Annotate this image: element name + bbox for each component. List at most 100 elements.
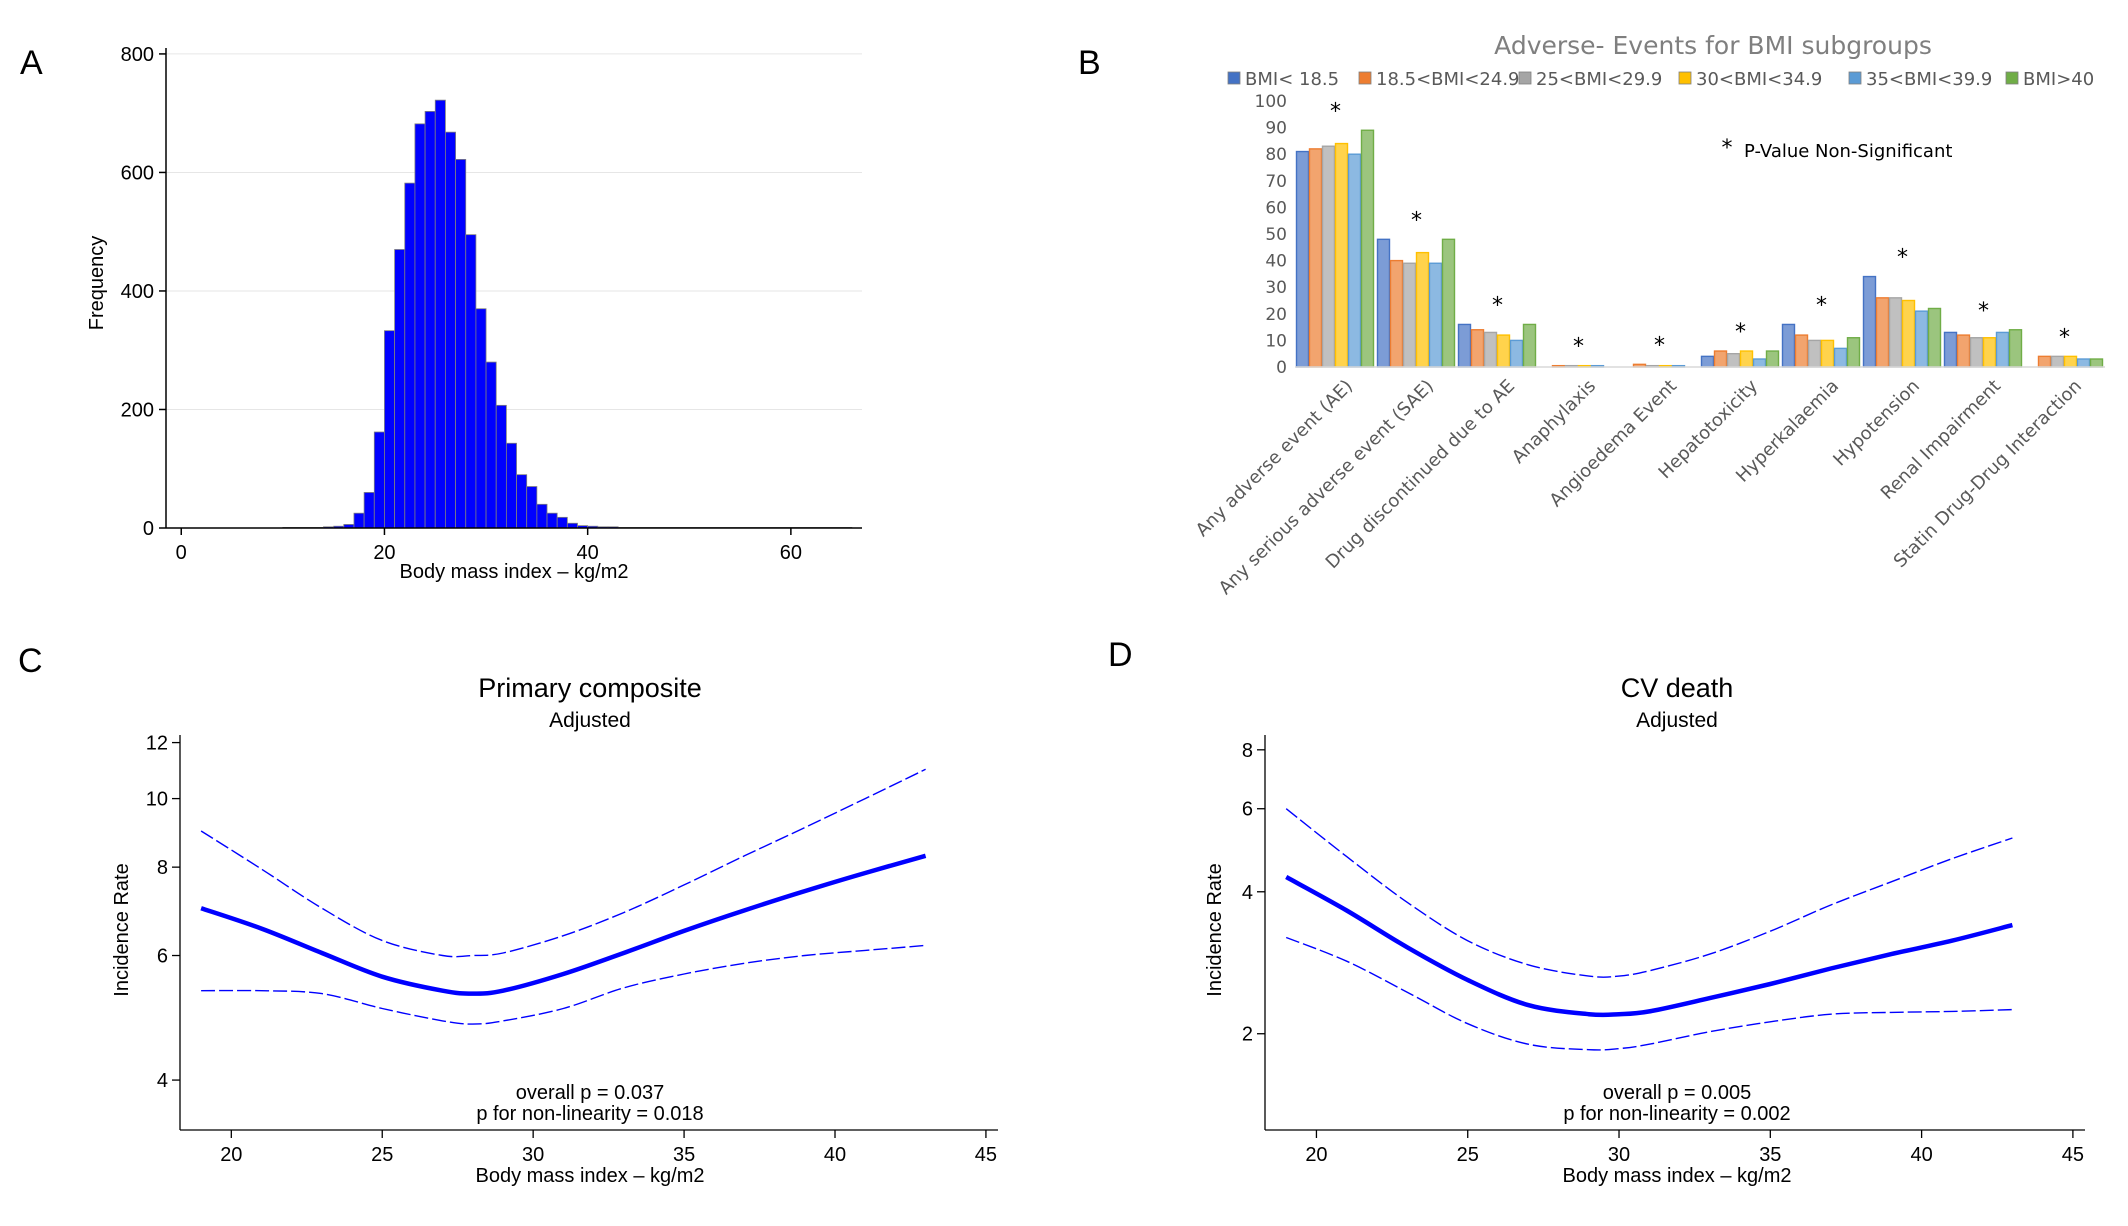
b-bar	[1956, 334, 1971, 368]
a-bars	[282, 99, 853, 529]
c-y-tick-label: 8	[157, 857, 168, 879]
c-y-tick-label: 10	[146, 789, 168, 811]
b-legend-label: 25<BMI<29.9	[1536, 69, 1662, 90]
b-bar	[1807, 339, 1822, 368]
a-x-axis-label: Body mass index – kg/m2	[400, 561, 629, 583]
b-bar	[1726, 353, 1741, 368]
b-significance-star: *	[1411, 208, 1422, 233]
a-histogram-bar	[363, 492, 375, 529]
b-legend-swatch	[1678, 71, 1692, 85]
d-y-ticks: 2 4 6 8	[1242, 740, 1265, 1046]
panel-c-spline: Primary composite Adjusted 4 6 8 10 12 20 25 3…	[111, 673, 998, 1187]
b-legend-label: 35<BMI<39.9	[1866, 69, 1992, 90]
b-bar	[1875, 297, 1890, 368]
b-y-tick-label: 20	[1265, 305, 1287, 325]
b-significance-star: *	[1978, 299, 1989, 324]
b-bar	[1969, 337, 1984, 368]
d-y-axis-label: Incidence Rate	[1204, 863, 1226, 996]
b-legend-label: BMI< 18.5	[1245, 69, 1339, 90]
a-histogram-bar	[546, 512, 558, 529]
d-x-tick-label: 25	[1457, 1144, 1479, 1166]
c-x-tick-label: 35	[673, 1144, 695, 1166]
b-bar	[1402, 262, 1417, 368]
a-gridlines	[166, 53, 862, 410]
b-bar	[1334, 142, 1349, 368]
d-note-overall-p: overall p = 0.005	[1603, 1082, 1751, 1104]
b-bar	[1914, 310, 1929, 368]
b-legend: BMI< 18.5 18.5<BMI<24.9 25<BMI<29.9 30<BMI<…	[1227, 69, 2094, 90]
a-histogram-bar	[485, 361, 497, 529]
c-x-axis-label: Body mass index – kg/m2	[476, 1165, 705, 1187]
a-histogram-bar	[373, 431, 385, 529]
b-y-tick-label: 10	[1265, 331, 1287, 351]
a-x-tick-label: 20	[373, 542, 395, 564]
b-bar	[1846, 337, 1861, 368]
d-x-tick-label: 45	[2062, 1144, 2084, 1166]
b-legend-label: 18.5<BMI<24.9	[1376, 69, 1520, 90]
b-legend-swatch	[1227, 71, 1241, 85]
d-y-tick-label: 4	[1242, 882, 1253, 904]
c-x-tick-label: 25	[371, 1144, 393, 1166]
b-chart-title: Adverse- Events for BMI subgroups	[1494, 31, 1932, 60]
d-ci-line	[1285, 936, 2013, 1051]
b-legend-swatch	[2005, 71, 2019, 85]
c-x-ticks: 20 25 30 35 40 45	[220, 1130, 997, 1166]
b-significance-star: *	[1654, 333, 1665, 358]
c-lines	[200, 768, 927, 1025]
a-histogram-bar	[353, 512, 365, 529]
b-bar	[1295, 150, 1310, 368]
b-bar	[1943, 331, 1958, 368]
b-bar	[1321, 145, 1336, 368]
c-y-tick-label: 6	[157, 946, 168, 968]
b-bar	[1415, 251, 1430, 368]
b-bar	[1509, 339, 1524, 368]
b-bar	[1713, 350, 1728, 368]
b-y-tick-label: 90	[1265, 119, 1287, 139]
panel-letter-b: B	[1078, 44, 1101, 82]
c-x-tick-label: 30	[522, 1144, 544, 1166]
c-y-tick-label: 12	[146, 733, 168, 755]
a-x-tick-label: 40	[577, 542, 599, 564]
b-y-tick-label: 60	[1265, 198, 1287, 218]
c-y-ticks: 4 6 8 10 12	[146, 733, 180, 1092]
b-bar	[1765, 350, 1780, 368]
a-histogram-bar	[536, 503, 548, 529]
panel-b-grouped-bars: Adverse- Events for BMI subgroups BMI< 1…	[1192, 31, 2105, 599]
panel-a-histogram: 0 200 400 600 800 0 20 40 60 Body mass index – …	[86, 44, 862, 583]
c-x-tick-label: 20	[220, 1144, 242, 1166]
d-y-tick-label: 8	[1242, 740, 1253, 762]
a-histogram-bar	[526, 486, 538, 529]
c-y-tick-label: 4	[157, 1070, 168, 1092]
a-y-ticks: 0 200 400 600 800	[121, 44, 166, 540]
b-bar	[2089, 358, 2104, 368]
a-x-tick-label: 60	[780, 542, 802, 564]
c-x-tick-label: 40	[824, 1144, 846, 1166]
b-legend-label: BMI>40	[2023, 69, 2094, 90]
a-histogram-bar	[475, 308, 487, 529]
b-bar	[1347, 153, 1362, 368]
a-histogram-bar	[404, 182, 416, 529]
d-y-tick-label: 2	[1242, 1024, 1253, 1046]
panel-letter-d: D	[1108, 636, 1133, 674]
b-bar	[1888, 297, 1903, 368]
d-note-nonlinearity-p: p for non-linearity = 0.002	[1563, 1103, 1790, 1125]
panel-letter-c: C	[18, 642, 43, 680]
d-estimate-line	[1285, 875, 2013, 1018]
b-legend-label: 30<BMI<34.9	[1696, 69, 1822, 90]
d-x-ticks: 20 25 30 35 40 45	[1305, 1130, 2084, 1166]
c-estimate-line	[200, 853, 927, 996]
a-histogram-bar	[516, 474, 528, 529]
a-histogram-bar	[414, 123, 426, 529]
b-bar	[1995, 331, 2010, 368]
d-lines	[1285, 808, 2013, 1051]
b-bar	[1752, 358, 1767, 368]
b-legend-swatch	[1518, 71, 1532, 85]
b-bar	[1441, 238, 1456, 368]
a-y-tick-label: 800	[121, 44, 154, 66]
c-ci-line	[200, 768, 926, 958]
b-annotation-star: *	[1722, 136, 1733, 161]
b-legend-swatch	[1358, 71, 1372, 85]
a-histogram-bar	[384, 330, 396, 529]
a-y-tick-label: 0	[143, 518, 154, 540]
b-bar	[1901, 299, 1916, 368]
